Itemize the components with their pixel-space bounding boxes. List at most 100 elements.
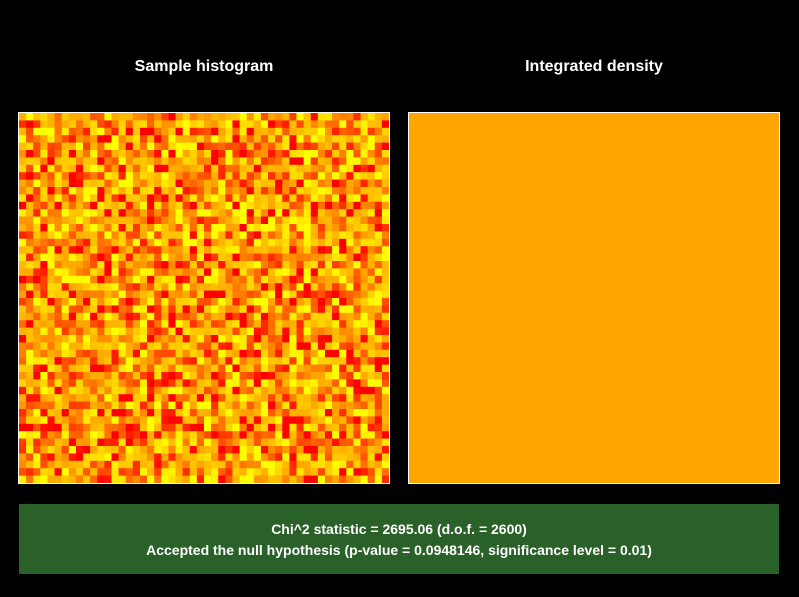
histogram-cell bbox=[196, 246, 205, 254]
histogram-cell bbox=[346, 275, 354, 284]
histogram-cell bbox=[189, 216, 198, 225]
histogram-cell bbox=[147, 423, 155, 432]
histogram-cell bbox=[282, 460, 290, 469]
histogram-cell bbox=[19, 246, 27, 254]
histogram-cell bbox=[111, 268, 119, 277]
histogram-cell bbox=[232, 187, 240, 195]
histogram-cell bbox=[232, 150, 240, 158]
histogram-cell bbox=[289, 416, 297, 425]
histogram-cell bbox=[47, 231, 55, 240]
histogram-cell bbox=[83, 127, 91, 136]
histogram-cell bbox=[310, 290, 319, 299]
histogram-cell bbox=[161, 460, 169, 469]
histogram-cell bbox=[83, 224, 91, 232]
histogram-cell bbox=[97, 275, 105, 284]
histogram-cell bbox=[33, 224, 41, 232]
histogram-cell bbox=[232, 327, 240, 336]
histogram-cell bbox=[239, 187, 247, 195]
histogram-cell bbox=[367, 268, 376, 277]
histogram-cell bbox=[83, 268, 91, 277]
histogram-cell bbox=[132, 394, 141, 402]
histogram-cell bbox=[33, 157, 41, 166]
histogram-cell bbox=[310, 409, 319, 417]
histogram-cell bbox=[225, 320, 233, 328]
histogram-cell bbox=[310, 364, 319, 373]
histogram-cell bbox=[147, 409, 155, 417]
histogram-cell bbox=[204, 216, 212, 225]
histogram-cell bbox=[381, 268, 389, 277]
histogram-cell bbox=[111, 423, 119, 432]
histogram-cell bbox=[353, 438, 361, 447]
histogram-cell bbox=[47, 416, 55, 425]
histogram-cell bbox=[374, 179, 383, 188]
histogram-cell bbox=[232, 357, 240, 365]
histogram-cell bbox=[339, 113, 347, 121]
histogram-cell bbox=[90, 179, 98, 188]
histogram-cell bbox=[132, 409, 141, 417]
histogram-cell bbox=[296, 246, 304, 254]
histogram-cell bbox=[211, 401, 219, 410]
histogram-cell bbox=[296, 261, 304, 269]
histogram-cell bbox=[346, 453, 354, 462]
histogram-cell bbox=[61, 113, 70, 121]
histogram-cell bbox=[232, 320, 240, 328]
histogram-cell bbox=[33, 379, 41, 388]
histogram-cell bbox=[268, 290, 276, 299]
histogram-cell bbox=[324, 446, 333, 454]
histogram-cell bbox=[90, 431, 98, 439]
histogram-cell bbox=[104, 475, 112, 483]
histogram-cell bbox=[332, 135, 340, 143]
histogram-cell bbox=[275, 268, 283, 277]
histogram-cell bbox=[289, 275, 297, 284]
histogram-cell bbox=[346, 150, 354, 158]
histogram-cell bbox=[317, 283, 326, 291]
histogram-cell bbox=[61, 438, 70, 447]
histogram-cell bbox=[374, 283, 383, 291]
histogram-cell bbox=[232, 172, 240, 180]
histogram-cell bbox=[132, 172, 141, 180]
histogram-cell bbox=[104, 364, 112, 373]
histogram-cell bbox=[111, 216, 119, 225]
histogram-cell bbox=[339, 364, 347, 373]
histogram-cell bbox=[353, 364, 361, 373]
histogram-cell bbox=[182, 194, 191, 203]
histogram-cell bbox=[54, 342, 62, 351]
histogram-cell bbox=[332, 238, 340, 247]
histogram-cell bbox=[381, 113, 389, 121]
histogram-cell bbox=[353, 268, 361, 277]
histogram-cell bbox=[75, 394, 84, 402]
histogram-cell bbox=[68, 475, 77, 483]
histogram-cell bbox=[132, 209, 141, 217]
histogram-cell bbox=[19, 349, 27, 358]
histogram-cell bbox=[19, 172, 27, 180]
histogram-cell bbox=[303, 201, 312, 210]
histogram-cell bbox=[154, 187, 162, 195]
histogram-cell bbox=[118, 194, 127, 203]
histogram-cell bbox=[83, 327, 91, 336]
histogram-cell bbox=[83, 142, 91, 151]
histogram-cell bbox=[111, 364, 119, 373]
histogram-cell bbox=[132, 135, 141, 143]
histogram-cell bbox=[175, 172, 183, 180]
histogram-cell bbox=[260, 224, 269, 232]
histogram-cell bbox=[182, 475, 191, 483]
histogram-cell bbox=[111, 194, 119, 203]
histogram-cell bbox=[339, 431, 347, 439]
histogram-cell bbox=[26, 231, 34, 240]
histogram-cell bbox=[289, 216, 297, 225]
histogram-cell bbox=[211, 127, 219, 136]
histogram-cell bbox=[239, 194, 247, 203]
histogram-cell bbox=[346, 446, 354, 454]
histogram-cell bbox=[282, 150, 290, 158]
histogram-cell bbox=[232, 164, 240, 173]
histogram-cell bbox=[353, 327, 361, 336]
histogram-cell bbox=[83, 357, 91, 365]
histogram-cell bbox=[232, 438, 240, 447]
histogram-cell bbox=[211, 446, 219, 454]
histogram-cell bbox=[253, 320, 262, 328]
histogram-cell bbox=[346, 305, 354, 314]
histogram-cell bbox=[303, 194, 312, 203]
histogram-cell bbox=[367, 135, 376, 143]
histogram-cell bbox=[161, 446, 169, 454]
histogram-cell bbox=[83, 172, 91, 180]
